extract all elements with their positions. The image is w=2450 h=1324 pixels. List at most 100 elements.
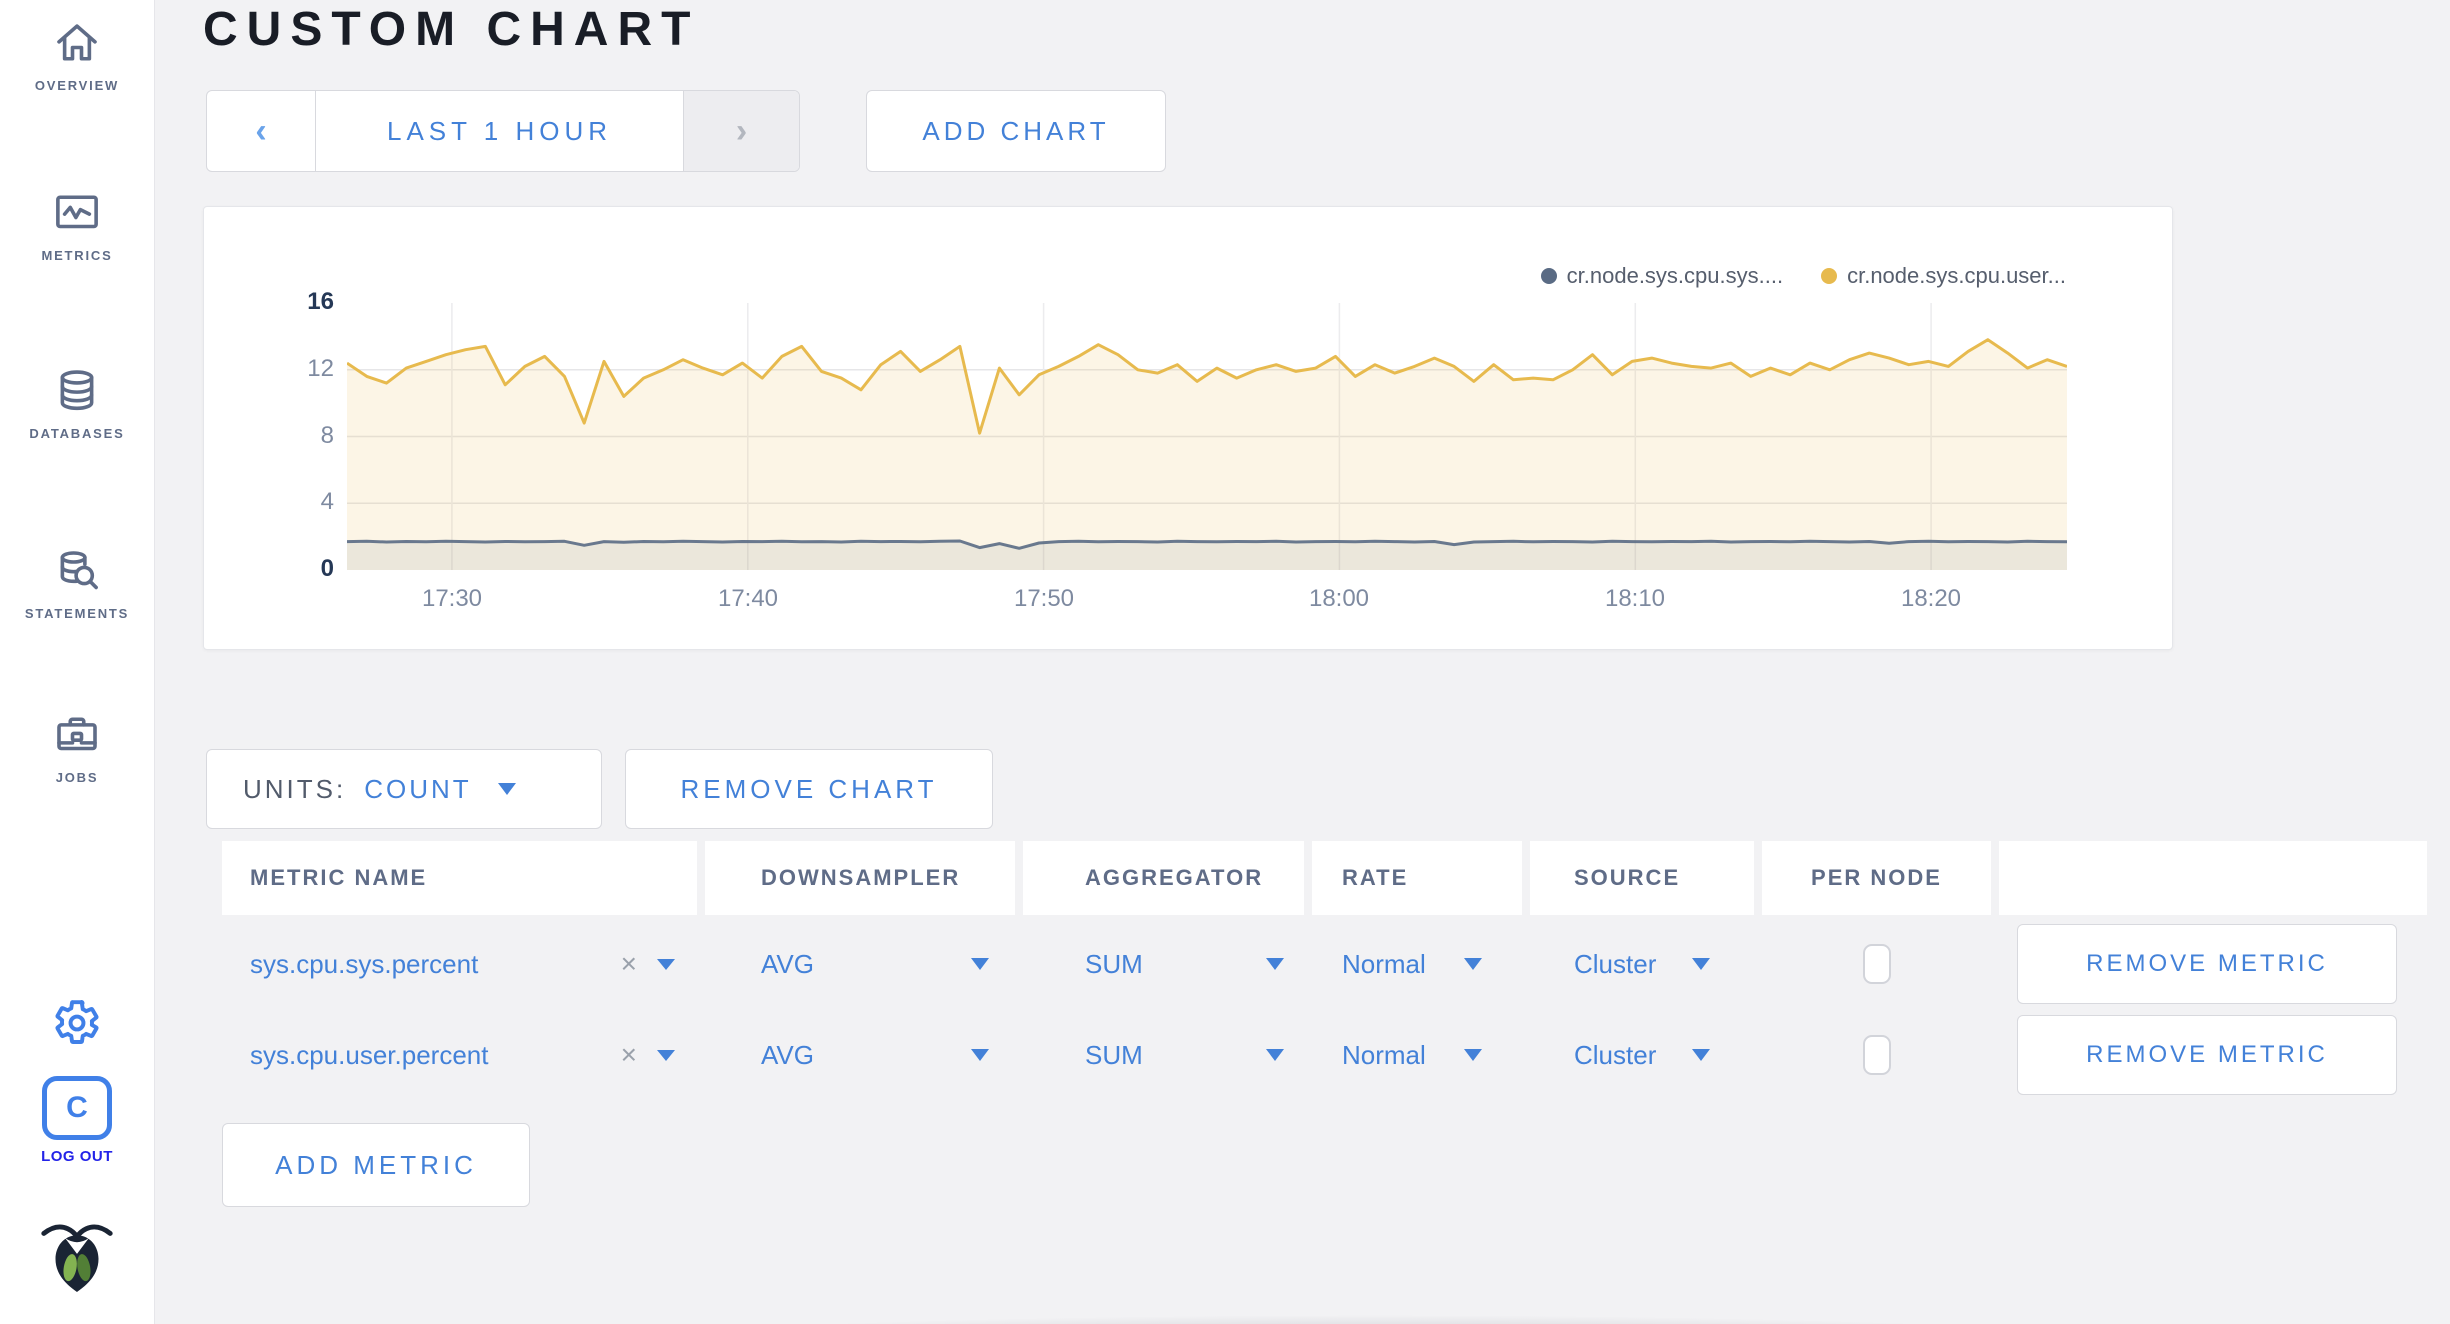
bug-icon [36,1208,118,1294]
chevron-down-icon [1463,1049,1482,1061]
chevron-down-icon [1266,1049,1284,1061]
x-axis-tick-label: 18:00 [1308,585,1370,612]
chevron-down-icon[interactable] [657,1049,675,1061]
chevron-right-icon: › [735,112,748,150]
header-metric-name: METRIC NAME [222,841,697,915]
metric-name-value: sys.cpu.user.percent [250,1039,489,1070]
x-axis-tick-label: 18:10 [1604,585,1666,612]
x-axis-tick-label: 17:40 [717,585,779,612]
downsampler-dropdown[interactable]: AVG [705,921,1015,1007]
chevron-down-icon [497,783,516,795]
legend-item: cr.node.sys.cpu.sys.... [1540,263,1784,289]
aggregator-value: SUM [1085,948,1143,979]
rate-dropdown[interactable]: Normal [1312,921,1522,1007]
legend-label: cr.node.sys.cpu.sys.... [1566,263,1784,288]
units-label: UNITS: [243,773,347,804]
sidebar-item-overview[interactable]: OVERVIEW [0,16,154,93]
x-axis-tick-label: 17:50 [1013,585,1075,612]
chevron-down-icon [1692,1049,1711,1061]
source-value: Cluster [1574,1039,1657,1070]
header-aggregator: AGGREGATOR [1023,841,1304,915]
downsampler-value: AVG [761,948,814,979]
legend-item: cr.node.sys.cpu.user... [1821,263,2066,289]
sidebar-item-label: STATEMENTS [24,606,130,621]
logout-label: LOG OUT [41,1148,113,1165]
page-title: CUSTOM CHART [203,3,700,56]
remove-metric-button[interactable]: REMOVE METRIC [2017,924,2397,1004]
chart-card: cr.node.sys.cpu.sys.... cr.node.sys.cpu.… [203,206,2173,650]
rate-value: Normal [1342,948,1426,979]
per-node-cell [1762,1012,1991,1098]
y-axis-tick-label: 0 [320,555,334,582]
header-source: SOURCE [1530,841,1754,915]
remove-chart-button[interactable]: REMOVE CHART [625,749,993,829]
rate-dropdown[interactable]: Normal [1312,1012,1522,1098]
aggregator-dropdown[interactable]: SUM [1023,921,1304,1007]
rate-value: Normal [1342,1039,1426,1070]
add-chart-button[interactable]: ADD CHART [866,90,1166,172]
per-node-checkbox[interactable] [1862,944,1891,984]
metrics-table-header: METRIC NAME DOWNSAMPLER AGGREGATOR RATE … [222,841,2427,915]
chevron-down-icon [971,1049,989,1061]
sidebar-item-label: OVERVIEW [34,78,120,93]
chart-plot [346,303,2068,570]
downsampler-value: AVG [761,1039,814,1070]
legend-label: cr.node.sys.cpu.user... [1847,263,2066,288]
metric-name-dropdown[interactable]: sys.cpu.user.percent × [222,1012,697,1098]
per-node-cell [1762,921,1991,1007]
chevron-down-icon [1692,958,1711,970]
source-value: Cluster [1574,948,1657,979]
database-icon [50,364,104,418]
add-metric-button[interactable]: ADD METRIC [222,1123,530,1207]
sidebar-item-statements[interactable]: STATEMENTS [0,544,154,621]
aggregator-dropdown[interactable]: SUM [1023,1012,1304,1098]
source-dropdown[interactable]: Cluster [1530,1012,1754,1098]
chevron-down-icon [1463,958,1482,970]
y-axis-tick-label: 16 [307,288,334,315]
chevron-down-icon [1266,958,1284,970]
table-row: sys.cpu.user.percent × AVG SUM Normal Cl… [222,1012,2427,1098]
clear-icon[interactable]: × [620,1039,637,1070]
chart-legend: cr.node.sys.cpu.sys.... cr.node.sys.cpu.… [1540,263,2066,289]
cockroach-bug-logo [0,1208,154,1294]
y-axis-tick-label: 4 [320,488,334,515]
metrics-chart-icon [50,186,104,240]
header-per-node: PER NODE [1762,841,1991,915]
downsampler-dropdown[interactable]: AVG [705,1012,1015,1098]
time-range-picker: ‹ LAST 1 HOUR › [206,90,800,172]
clear-icon[interactable]: × [620,948,637,979]
time-range-dropdown[interactable]: LAST 1 HOUR [386,115,612,146]
metric-name-value: sys.cpu.sys.percent [250,948,479,979]
units-dropdown[interactable]: UNITS: COUNT [206,749,602,829]
legend-dot-icon [1821,268,1838,284]
sidebar: OVERVIEW METRICS DATABASES [0,0,155,1324]
header-downsampler: DOWNSAMPLER [705,841,1015,915]
sidebar-item-label: DATABASES [29,426,125,441]
table-row: sys.cpu.sys.percent × AVG SUM Normal Clu… [222,921,2427,1007]
statements-search-icon [50,544,104,598]
logout-button[interactable]: C LOG OUT [0,1076,154,1165]
sidebar-item-metrics[interactable]: METRICS [0,186,154,263]
source-dropdown[interactable]: Cluster [1530,921,1754,1007]
time-range-next-button[interactable]: › [683,91,799,171]
sidebar-item-databases[interactable]: DATABASES [0,364,154,441]
time-range-prev-button[interactable]: ‹ [207,91,316,171]
units-value: COUNT [364,773,472,804]
legend-dot-icon [1540,268,1557,284]
settings-button[interactable] [0,998,154,1048]
gear-icon [52,998,102,1048]
header-rate: RATE [1312,841,1522,915]
y-axis-tick-label: 8 [320,422,334,449]
chevron-down-icon [971,958,989,970]
actions-cell: REMOVE METRIC [1999,1012,2427,1098]
remove-metric-button[interactable]: REMOVE METRIC [2017,1015,2397,1095]
sidebar-item-label: JOBS [55,770,99,785]
chevron-down-icon[interactable] [657,958,675,970]
per-node-checkbox[interactable] [1862,1035,1891,1075]
x-axis-tick-label: 17:30 [421,585,483,612]
metric-name-dropdown[interactable]: sys.cpu.sys.percent × [222,921,697,1007]
sidebar-item-label: METRICS [41,248,113,263]
sidebar-item-jobs[interactable]: JOBS [0,708,154,785]
actions-cell: REMOVE METRIC [1999,921,2427,1007]
